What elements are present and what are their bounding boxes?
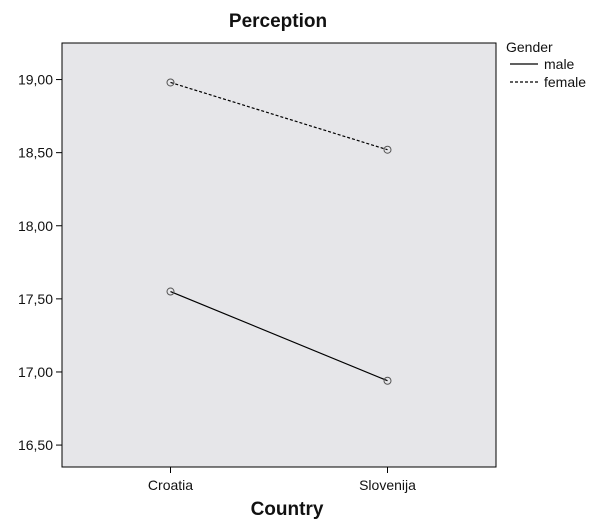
y-tick-label: 18,00 bbox=[18, 218, 53, 234]
legend-label-male: male bbox=[544, 56, 575, 72]
y-tick-label: 17,00 bbox=[18, 364, 53, 380]
y-tick-label: 18,50 bbox=[18, 145, 53, 161]
x-tick-label: Slovenija bbox=[359, 477, 416, 493]
x-tick-label: Croatia bbox=[148, 477, 193, 493]
y-tick-label: 17,50 bbox=[18, 291, 53, 307]
x-axis: Croatia Slovenija bbox=[148, 467, 416, 493]
y-tick-label: 19,00 bbox=[18, 72, 53, 88]
x-axis-title: Country bbox=[251, 499, 324, 520]
series-line-male bbox=[170, 290, 388, 382]
legend-label-female: female bbox=[544, 74, 586, 90]
series-line-female bbox=[170, 81, 388, 151]
y-axis: 16,50 17,00 17,50 18,00 18,50 19,00 bbox=[18, 72, 62, 453]
plot-area bbox=[61, 42, 497, 468]
data-point-male bbox=[166, 287, 175, 296]
y-tick-label: 16,50 bbox=[18, 437, 53, 453]
series-layer bbox=[166, 78, 392, 385]
data-point-female bbox=[166, 78, 175, 87]
legend: Gender male female bbox=[506, 39, 586, 90]
chart-title: Perception bbox=[229, 11, 327, 32]
data-point-male bbox=[383, 376, 392, 385]
data-point-female bbox=[383, 145, 392, 154]
legend-title: Gender bbox=[506, 39, 553, 55]
